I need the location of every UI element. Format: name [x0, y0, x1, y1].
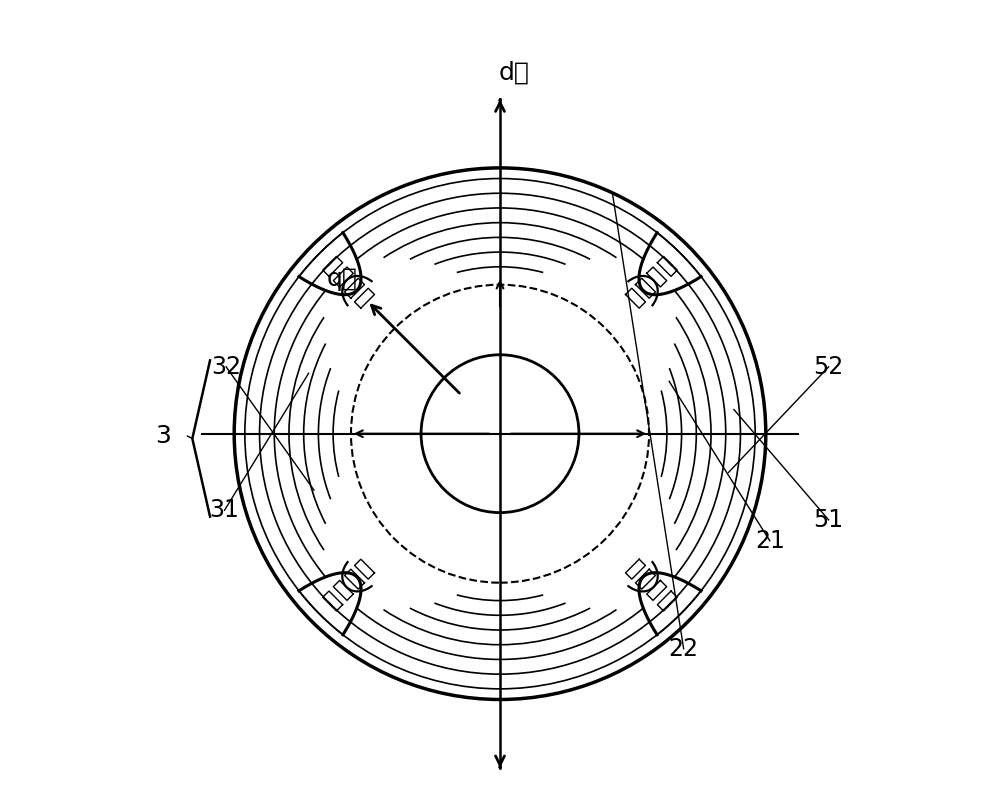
Text: q轴: q轴 [327, 268, 358, 291]
Text: d轴: d轴 [499, 61, 530, 85]
Text: 32: 32 [211, 355, 241, 379]
Text: 52: 52 [813, 355, 844, 379]
Text: 51: 51 [814, 508, 844, 532]
Text: 21: 21 [755, 529, 785, 553]
Text: 31: 31 [210, 498, 239, 522]
Text: 22: 22 [669, 637, 699, 661]
Text: 3: 3 [155, 424, 171, 448]
